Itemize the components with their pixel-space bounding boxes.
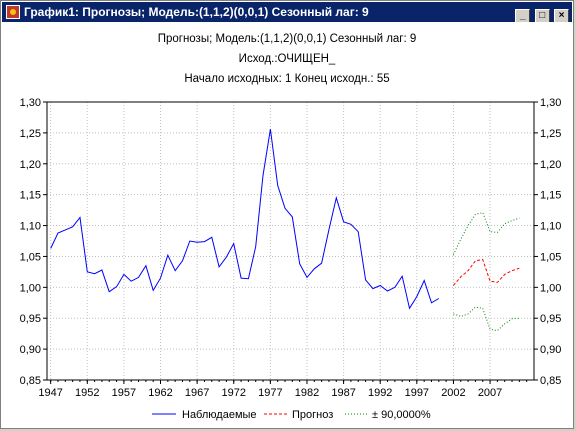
y-tick-label-right: 1,25 bbox=[540, 128, 561, 140]
window-controls: _ □ × bbox=[514, 4, 569, 23]
y-tick-label-right: 1,30 bbox=[540, 97, 561, 109]
chart-area: Прогнозы; Модель:(1,1,2)(0,0,1) Сезонный… bbox=[2, 22, 572, 427]
maximize-button[interactable]: □ bbox=[534, 9, 550, 23]
x-tick-label: 1947 bbox=[38, 387, 62, 399]
x-tick-label: 1962 bbox=[148, 387, 172, 399]
x-tick-label: 2007 bbox=[478, 387, 502, 399]
observed-series-line bbox=[50, 129, 440, 310]
y-tick-label-left: 0,95 bbox=[20, 313, 41, 325]
title-bar[interactable]: График1: Прогнозы; Модель:(1,1,2)(0,0,1)… bbox=[2, 2, 572, 23]
lower-bound-line bbox=[453, 306, 520, 332]
minimize-button[interactable]: _ bbox=[515, 9, 531, 23]
legend-forecast-label: Прогноз bbox=[292, 409, 333, 421]
plot-frame bbox=[46, 101, 535, 381]
y-tick-label-left: 1,15 bbox=[20, 190, 41, 202]
grid-lines bbox=[47, 101, 534, 381]
forecast-series-line bbox=[453, 258, 520, 286]
x-tick-label: 1952 bbox=[75, 387, 99, 399]
legend: Наблюдаемые Прогноз ± 90,0000% bbox=[152, 409, 431, 421]
y-tick-label-right: 1,05 bbox=[540, 251, 561, 263]
y-tick-label-right: 0,90 bbox=[540, 344, 561, 356]
y-tick-label-left: 0,90 bbox=[20, 344, 41, 356]
chart-app-icon bbox=[6, 5, 20, 19]
upper-bound-line bbox=[452, 212, 520, 255]
y-tick-label-left: 1,05 bbox=[20, 251, 41, 263]
y-tick-label-right: 1,20 bbox=[540, 159, 561, 171]
x-tick-label: 1992 bbox=[368, 387, 392, 399]
x-tick-label: 1972 bbox=[222, 387, 246, 399]
y-tick-label-right: 1,15 bbox=[540, 190, 561, 202]
legend-interval-label: ± 90,0000% bbox=[372, 409, 431, 421]
x-tick-label: 1997 bbox=[405, 387, 429, 399]
chart-subtitle-range: Начало исходных: 1 Конец исходн.: 55 bbox=[184, 73, 390, 85]
x-tick-label: 1967 bbox=[185, 387, 209, 399]
y-tick-label-right: 1,10 bbox=[540, 221, 561, 233]
x-tick-label: 1977 bbox=[258, 387, 282, 399]
y-tick-label-left: 1,20 bbox=[20, 159, 41, 171]
y-tick-label-right: 0,85 bbox=[540, 375, 561, 387]
x-tick-label: 1957 bbox=[112, 387, 136, 399]
line-chart: 0,85 0,85 0,90 0,90 0,95 0,95 1,00 1,00 1,05 1,05… bbox=[20, 97, 562, 421]
x-tick-label: 1987 bbox=[331, 387, 355, 399]
x-tick-label: 1982 bbox=[295, 387, 319, 399]
series-lines bbox=[50, 129, 520, 332]
axes: 0,85 0,85 0,90 0,90 0,95 0,95 1,00 1,00 1,05 1,05… bbox=[20, 97, 562, 399]
y-tick-label-left: 1,25 bbox=[20, 128, 41, 140]
window-title: График1: Прогнозы; Модель:(1,1,2)(0,0,1)… bbox=[24, 5, 369, 19]
y-tick-label-right: 0,95 bbox=[540, 313, 561, 325]
x-tick-label: 2002 bbox=[441, 387, 465, 399]
legend-observed-label: Наблюдаемые bbox=[182, 409, 257, 421]
y-tick-label-left: 0,85 bbox=[20, 375, 41, 387]
close-button[interactable]: × bbox=[554, 9, 569, 23]
chart-title: Прогнозы; Модель:(1,1,2)(0,0,1) Сезонный… bbox=[157, 33, 417, 45]
y-tick-label-left: 1,10 bbox=[20, 221, 41, 233]
y-tick-label-left: 1,00 bbox=[20, 282, 41, 294]
y-tick-label-right: 1,00 bbox=[540, 282, 561, 294]
chart-subtitle: Исход.:ОЧИЩЕН_ bbox=[238, 53, 336, 65]
y-tick-label-left: 1,30 bbox=[20, 97, 41, 109]
